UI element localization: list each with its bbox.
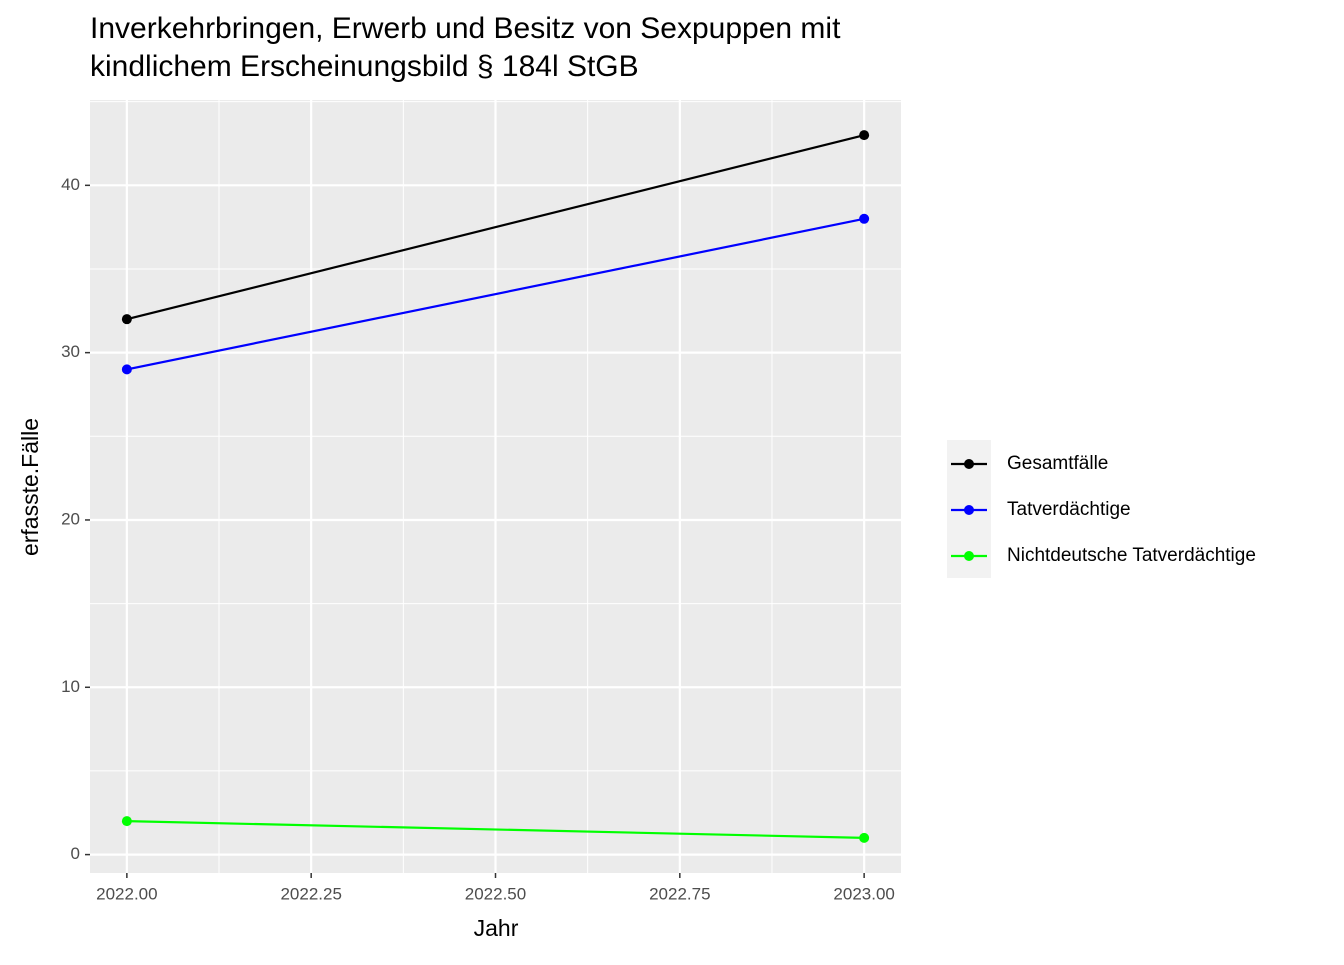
legend-label: Tatverdächtige — [1007, 499, 1131, 520]
x-axis-title: Jahr — [474, 915, 519, 941]
data-point — [859, 130, 870, 141]
y-tick-label: 30 — [61, 342, 80, 361]
legend-label: Nichtdeutsche Tatverdächtige — [1007, 545, 1256, 566]
legend-key-point — [964, 551, 974, 561]
data-point — [121, 816, 132, 827]
x-tick-label: 2022.75 — [649, 884, 710, 903]
y-tick-label: 20 — [61, 509, 80, 528]
y-tick-label: 10 — [61, 677, 80, 696]
chart-title: Inverkehrbringen, Erwerb und Besitz von … — [90, 12, 841, 45]
x-tick-label: 2022.25 — [280, 884, 341, 903]
series-line — [126, 820, 865, 839]
chart-title: kindlichem Erscheinungsbild § 184l StGB — [90, 50, 639, 83]
legend-key-point — [964, 505, 974, 515]
y-tick-label: 0 — [71, 844, 80, 863]
data-point — [121, 364, 132, 375]
data-point — [859, 213, 870, 224]
data-point — [121, 314, 132, 325]
data-point — [859, 832, 870, 843]
series-line — [126, 217, 865, 371]
series-line — [126, 134, 865, 321]
x-tick-label: 2023.00 — [833, 884, 894, 903]
legend-label: Gesamtfälle — [1007, 453, 1108, 474]
y-tick-label: 40 — [61, 175, 80, 194]
x-tick-label: 2022.00 — [96, 884, 157, 903]
x-tick-label: 2022.50 — [465, 884, 526, 903]
y-axis-title: erfasste.Fälle — [17, 418, 43, 556]
legend-key-point — [964, 459, 974, 469]
